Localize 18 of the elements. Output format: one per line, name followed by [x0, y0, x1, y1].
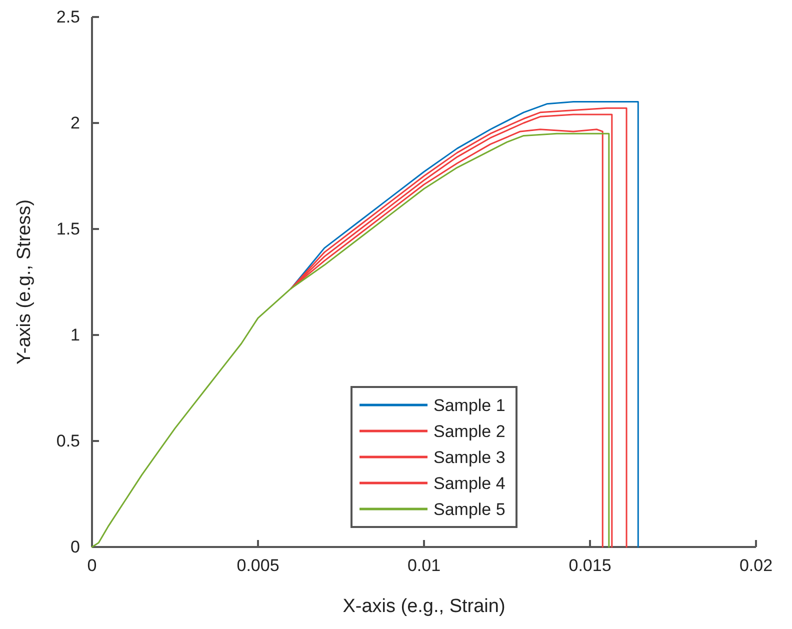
legend-label: Sample 2: [434, 422, 506, 441]
legend-label: Sample 1: [434, 396, 506, 415]
x-tick-label: 0.015: [568, 556, 612, 576]
legend-label: Sample 4: [434, 474, 506, 493]
legend-label: Sample 5: [434, 500, 506, 519]
y-tick-label: 0: [70, 537, 80, 556]
x-tick-label: 0.02: [739, 556, 773, 576]
x-axis-title: X-axis (e.g., Strain): [342, 596, 506, 617]
y-tick-label: 2: [70, 113, 80, 132]
x-tick-label: 0: [87, 556, 97, 576]
y-tick-label: 0.5: [56, 431, 80, 450]
x-tick-label: 0.005: [236, 556, 280, 576]
x-tick-label: 0.01: [407, 556, 441, 576]
y-tick-label: 1: [70, 325, 80, 344]
y-axis-title: Y-axis (e.g., Stress): [14, 199, 35, 365]
y-tick-label: 1.5: [56, 219, 80, 238]
legend-label: Sample 3: [434, 448, 506, 467]
y-tick-label: 2.5: [56, 7, 80, 26]
